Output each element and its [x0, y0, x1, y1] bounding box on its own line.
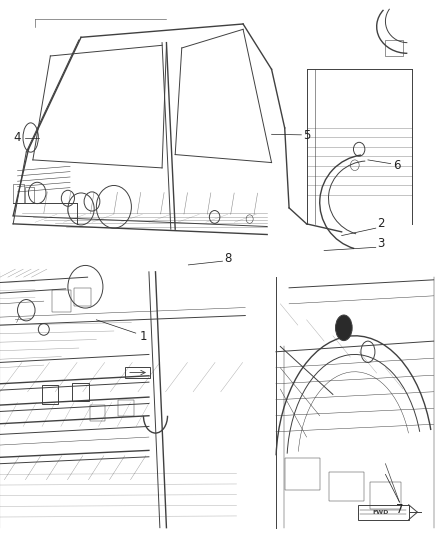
Text: 6: 6 — [392, 159, 400, 172]
Text: 2: 2 — [377, 217, 385, 230]
Bar — [125, 367, 150, 378]
Bar — [42, 385, 58, 404]
Bar — [13, 184, 24, 203]
Bar — [72, 383, 89, 401]
Text: 5: 5 — [303, 130, 310, 142]
Text: 3: 3 — [378, 237, 385, 250]
Bar — [52, 290, 71, 312]
Text: 7: 7 — [396, 503, 403, 515]
Text: 4: 4 — [13, 131, 21, 144]
Bar — [358, 505, 409, 520]
Bar — [118, 400, 134, 416]
Bar — [370, 482, 401, 509]
Text: FWD: FWD — [373, 510, 389, 515]
Bar — [25, 187, 34, 203]
Text: 8: 8 — [224, 252, 231, 265]
Bar — [385, 40, 403, 56]
Text: 1: 1 — [140, 330, 148, 343]
Bar — [285, 458, 320, 490]
Bar — [328, 472, 364, 501]
Ellipse shape — [336, 315, 352, 341]
Bar — [90, 405, 105, 421]
Bar — [74, 288, 91, 306]
